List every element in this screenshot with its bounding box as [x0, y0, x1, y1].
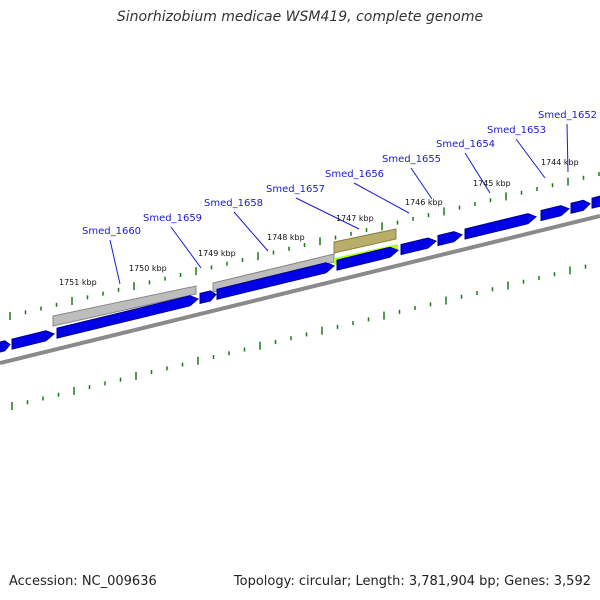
gene-leader-line: [233, 211, 269, 252]
gene-label[interactable]: Smed_1657: [266, 184, 325, 195]
lower-tick-track: [11, 264, 587, 410]
gene-leader-line: [566, 123, 569, 173]
gene-arrow: [199, 290, 217, 305]
gene-leader-line: [410, 167, 433, 200]
region-khaki: [333, 228, 397, 254]
backbone-line: [0, 214, 600, 365]
map-title: Sinorhizobium medicae WSM419, complete g…: [116, 9, 484, 25]
gene-arrow: [464, 213, 537, 240]
gene-arrow: [11, 330, 55, 350]
gene-label[interactable]: Smed_1658: [204, 198, 263, 209]
region-gray-1: [52, 285, 197, 327]
gene-label[interactable]: Smed_1654: [436, 139, 495, 150]
gene-arrow: [216, 262, 335, 300]
gene-leader-line: [170, 226, 202, 269]
gene-label[interactable]: Smed_1659: [143, 213, 202, 224]
scale-label: 1746 kbp: [405, 198, 443, 207]
scale-label: 1750 kbp: [129, 264, 167, 273]
gene-arrow: [0, 340, 11, 353]
scale-label: 1748 kbp: [267, 233, 305, 242]
upper-tick-track: [9, 172, 600, 320]
scale-label: 1744 kbp: [541, 158, 579, 167]
accession-text: Accession: NC_009636: [9, 574, 157, 589]
gene-leader-line: [464, 152, 491, 194]
gene-leader-line: [515, 138, 546, 179]
scale-label: 1745 kbp: [473, 179, 511, 188]
gene-label[interactable]: Smed_1655: [382, 154, 441, 165]
gene-label[interactable]: Smed_1653: [487, 125, 546, 136]
gene-label[interactable]: Smed_1652: [538, 110, 597, 121]
gene-leader-line: [109, 239, 121, 285]
gene-arrow: [400, 237, 437, 256]
gene-arrow: [570, 199, 591, 214]
topology-text: Topology: circular; Length: 3,781,904 bp…: [233, 574, 591, 589]
gene-leader-line: [353, 182, 410, 214]
gene-arrow: [540, 205, 570, 222]
gene-track: [0, 195, 600, 353]
scale-label: 1751 kbp: [59, 278, 97, 287]
gene-label[interactable]: Smed_1660: [82, 226, 141, 237]
gene-arrow: [56, 295, 199, 339]
scale-label: 1747 kbp: [336, 214, 374, 223]
gene-label[interactable]: Smed_1656: [325, 169, 384, 180]
gene-leader-line: [295, 197, 360, 230]
scale-label: 1749 kbp: [198, 249, 236, 258]
scale-label-layer: 1744 kbp 1745 kbp 1746 kbp 1747 kbp 1748 kbp…: [59, 158, 579, 287]
gene-label-layer: Smed_1652 Smed_1653 Smed_1654 Smed_1655 Smed…: [82, 110, 597, 285]
gene-arrow: [437, 231, 463, 247]
gene-arrow: [336, 246, 399, 271]
gene-arrow: [591, 195, 600, 209]
